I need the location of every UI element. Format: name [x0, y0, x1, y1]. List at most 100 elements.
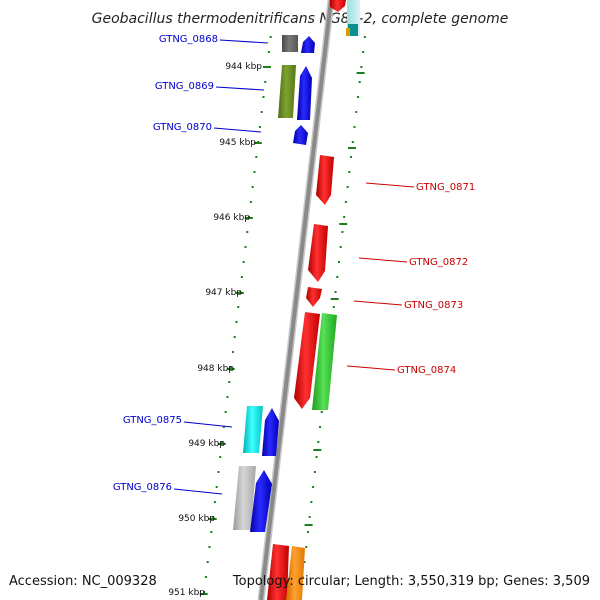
orange-gene-arrow	[286, 546, 305, 600]
minor-tick	[233, 336, 236, 338]
leader-line	[346, 365, 396, 371]
gene-label-gtng-0870: GTNG_0870	[153, 122, 212, 133]
minor-tick	[226, 396, 229, 398]
minor-tick	[260, 111, 263, 113]
minor-tick	[315, 456, 318, 458]
minor-tick	[215, 486, 218, 488]
grey-cog-block	[282, 35, 298, 52]
minor-tick	[341, 231, 344, 233]
gene-label-gtng-0872: GTNG_0872	[409, 257, 468, 268]
minor-tick	[258, 126, 261, 128]
blue-gene-arrow	[250, 470, 272, 532]
major-tick	[244, 217, 253, 219]
kbp-label: 944 kbp	[225, 62, 262, 72]
kbp-label: 947 kbp	[205, 288, 242, 298]
gold-cog-block	[346, 28, 350, 36]
major-tick	[235, 292, 244, 294]
leader-line	[358, 257, 408, 263]
minor-tick	[319, 426, 322, 428]
major-tick	[347, 147, 356, 149]
minor-tick	[228, 381, 231, 383]
minor-tick	[267, 51, 270, 53]
minor-tick	[208, 546, 211, 548]
minor-tick	[212, 516, 215, 518]
gene-label-gtng-0869: GTNG_0869	[155, 81, 214, 92]
minor-tick	[337, 261, 340, 263]
minor-tick	[203, 591, 206, 593]
minor-tick	[213, 501, 216, 503]
minor-tick	[356, 96, 359, 98]
minor-tick	[222, 426, 225, 428]
blue-gene-arrow	[262, 408, 279, 456]
minor-tick	[308, 516, 311, 518]
red-gene-arrow	[330, 0, 346, 12]
gene-label-gtng-0868: GTNG_0868	[159, 34, 218, 45]
minor-tick	[253, 171, 256, 173]
partial-features	[267, 0, 360, 600]
minor-tick	[317, 441, 320, 443]
kbp-label: 951 kbp	[168, 588, 205, 598]
minor-tick	[242, 261, 245, 263]
major-tick	[304, 524, 313, 526]
minor-tick	[355, 111, 358, 113]
minor-tick	[204, 576, 207, 578]
cyan-cog-block	[243, 406, 263, 453]
minor-tick	[217, 471, 220, 473]
leader-line	[213, 127, 262, 133]
minor-tick	[237, 306, 240, 308]
kbp-label: 945 kbp	[219, 138, 256, 148]
kbp-label: 949 kbp	[188, 439, 225, 449]
topology-text: Topology: circular; Length: 3,550,319 bp…	[232, 574, 590, 589]
minor-tick	[310, 501, 313, 503]
minor-tick	[312, 486, 315, 488]
minor-tick	[353, 126, 356, 128]
accession-text: Accession: NC_009328	[9, 574, 157, 589]
minor-tick	[346, 186, 349, 188]
minor-tick	[219, 456, 222, 458]
minor-tick	[334, 291, 337, 293]
leader-line	[173, 488, 223, 495]
minor-tick	[348, 171, 351, 173]
olive-cog-block	[278, 65, 296, 118]
gene-label-gtng-0875: GTNG_0875	[123, 415, 182, 426]
major-tick	[313, 449, 322, 451]
minor-tick	[306, 531, 309, 533]
teal-cog-block	[348, 24, 358, 36]
genome-backbone	[257, 0, 335, 600]
major-tick	[226, 368, 235, 370]
kbp-labels: 944 kbp 945 kbp 946 kbp 947 kbp 948 kbp …	[168, 62, 262, 598]
red-gene-arrow	[308, 224, 328, 282]
minor-tick	[206, 561, 209, 563]
minor-tick	[264, 81, 267, 83]
minor-tick	[343, 216, 346, 218]
leader-line	[183, 421, 233, 428]
minor-tick	[224, 411, 227, 413]
major-tick	[217, 443, 226, 445]
red-gene-arrow	[316, 155, 334, 205]
kbp-label: 946 kbp	[213, 213, 250, 223]
red-gene-arrow	[267, 544, 289, 600]
kbp-tick-ring-inner	[199, 36, 272, 595]
major-tick	[262, 66, 271, 68]
major-tick	[253, 142, 262, 144]
minor-tick	[246, 231, 249, 233]
gene-features	[233, 35, 337, 532]
minor-tick	[262, 96, 265, 98]
minor-tick	[332, 306, 335, 308]
leader-line	[353, 300, 403, 306]
minor-tick	[235, 321, 238, 323]
major-tick	[339, 223, 348, 225]
minor-tick	[251, 186, 254, 188]
minor-tick	[320, 411, 323, 413]
map-title: Geobacillus thermodenitrificans NG80-2, …	[92, 11, 509, 27]
minor-tick	[313, 471, 316, 473]
minor-tick	[363, 36, 366, 38]
minor-tick	[360, 66, 363, 68]
major-tick	[330, 298, 339, 300]
minor-tick	[303, 561, 306, 563]
leader-line	[365, 182, 415, 188]
leader-line	[215, 86, 265, 91]
major-tick	[199, 593, 208, 595]
blue-gene-arrow	[293, 125, 308, 145]
